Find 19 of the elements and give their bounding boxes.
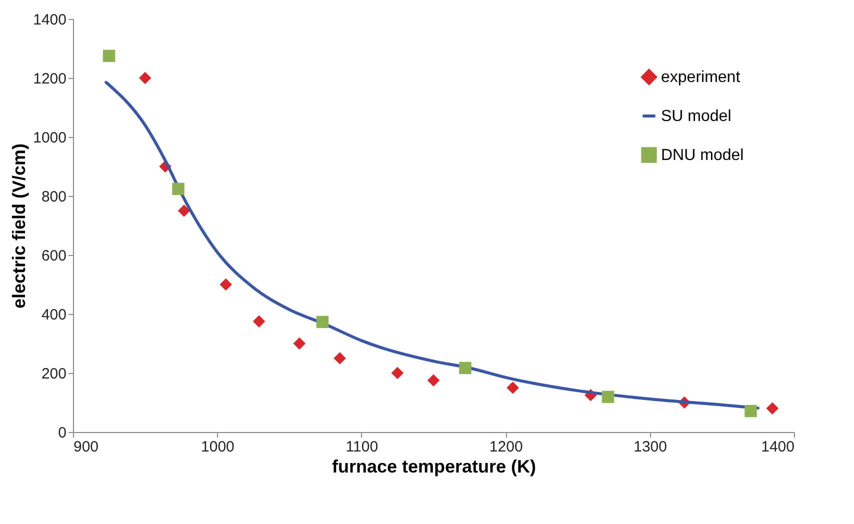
y-tick-label: 600 [41, 248, 66, 264]
y-tick-label: 800 [41, 188, 66, 206]
legend-label: experiment [661, 69, 741, 86]
y-tick-label: 200 [41, 366, 66, 382]
x-tick-label: 1100 [346, 438, 378, 456]
x-tick-label: 1000 [201, 438, 234, 456]
x-tick-label: 1200 [489, 438, 523, 456]
x-axis-title: furnace temperature (K) [332, 456, 536, 476]
y-tick-label: 1200 [33, 70, 66, 88]
x-tick-label: 900 [74, 438, 99, 456]
legend-label: SU model [661, 108, 732, 125]
y-tick-label: 0 [58, 424, 66, 442]
y-tick-label: 400 [41, 306, 66, 324]
y-axis-title: electric field (V/cm) [9, 143, 30, 309]
y-tick-label: 1000 [33, 130, 66, 146]
legend-label: DNU model [661, 147, 744, 164]
y-tick-label: 1400 [33, 12, 66, 28]
x-tick-label: 1400 [761, 438, 794, 456]
x-tick-label: 1300 [634, 438, 667, 456]
